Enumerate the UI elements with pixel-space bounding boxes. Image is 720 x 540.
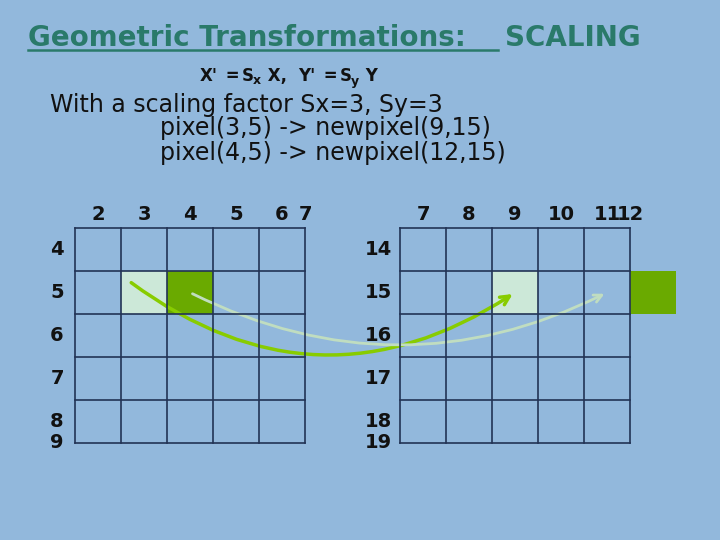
Bar	[400, 228, 630, 443]
Text: Y': Y'	[298, 67, 315, 85]
Text: 4: 4	[183, 206, 197, 225]
Text: pixel(3,5) -> newpixel(9,15): pixel(3,5) -> newpixel(9,15)	[160, 116, 491, 140]
Text: 5: 5	[229, 206, 243, 225]
Text: 14: 14	[364, 240, 392, 259]
Text: =: =	[318, 67, 343, 85]
Text: 8: 8	[50, 412, 64, 431]
Text: S: S	[242, 67, 254, 85]
Text: SCALING: SCALING	[505, 24, 641, 52]
Bar	[492, 271, 538, 314]
Text: 6: 6	[275, 206, 289, 225]
Text: Y: Y	[360, 67, 378, 85]
Text: 4: 4	[50, 240, 64, 259]
Text: 18: 18	[364, 412, 392, 431]
Text: Geometric Transformations:: Geometric Transformations:	[28, 24, 475, 52]
Text: 15: 15	[364, 283, 392, 302]
Text: x: x	[253, 75, 261, 87]
Bar	[75, 228, 305, 443]
Text: With a scaling factor Sx=3, Sy=3: With a scaling factor Sx=3, Sy=3	[50, 93, 443, 117]
Text: 19: 19	[364, 434, 392, 453]
Text: 16: 16	[364, 326, 392, 345]
FancyArrowPatch shape	[192, 294, 602, 345]
Text: 9: 9	[50, 434, 64, 453]
Text: 10: 10	[547, 206, 575, 225]
Text: 8: 8	[462, 206, 476, 225]
Text: 12: 12	[616, 206, 644, 225]
Text: 9: 9	[508, 206, 522, 225]
Text: 11: 11	[593, 206, 621, 225]
Text: S: S	[340, 67, 352, 85]
Text: X,: X,	[262, 67, 287, 85]
Text: 7: 7	[416, 206, 430, 225]
Text: 3: 3	[138, 206, 150, 225]
Text: 7: 7	[50, 369, 64, 388]
Text: y: y	[351, 75, 359, 87]
FancyArrowPatch shape	[131, 282, 510, 355]
Text: 7: 7	[298, 206, 312, 225]
Text: 2: 2	[91, 206, 105, 225]
Text: 17: 17	[364, 369, 392, 388]
Bar	[167, 271, 213, 314]
Text: 6: 6	[50, 326, 64, 345]
Text: 5: 5	[50, 283, 64, 302]
Text: =: =	[220, 67, 246, 85]
Bar	[121, 271, 167, 314]
Text: X': X'	[200, 67, 218, 85]
Text: pixel(4,5) -> newpixel(12,15): pixel(4,5) -> newpixel(12,15)	[160, 141, 505, 165]
Bar	[630, 271, 676, 314]
